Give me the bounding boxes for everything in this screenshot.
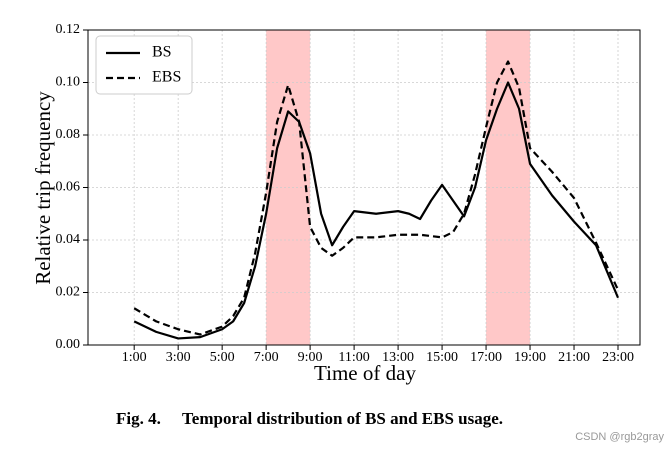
- y-axis-label: Relative trip frequency: [31, 91, 55, 285]
- caption: Temporal distribution of BS and EBS usag…: [182, 409, 503, 428]
- watermark: CSDN @rgb2gray: [575, 431, 664, 443]
- x-tick-label: 9:00: [298, 350, 323, 365]
- x-tick-label: 3:00: [166, 350, 191, 365]
- x-tick-label: 15:00: [426, 350, 458, 365]
- y-tick-label: 0.10: [56, 75, 81, 90]
- x-tick-label: 13:00: [382, 350, 414, 365]
- x-axis-label: Time of day: [314, 361, 416, 385]
- legend-label: BS: [152, 44, 172, 61]
- y-tick-label: 0.08: [56, 127, 81, 142]
- y-tick-label: 0.02: [56, 285, 81, 300]
- plot-frame: [87, 29, 641, 346]
- legend-label: EBS: [152, 69, 181, 86]
- legend: BS EBS: [95, 35, 193, 95]
- y-tick-label: 0.04: [56, 232, 81, 247]
- x-tick-label: 11:00: [338, 350, 369, 365]
- x-tick-label: 23:00: [602, 350, 634, 365]
- legend-box: [95, 35, 193, 95]
- x-tick-label: 7:00: [254, 350, 279, 365]
- x-tick-label: 21:00: [558, 350, 590, 365]
- x-tick-label: 1:00: [122, 350, 147, 365]
- x-tick-label: 17:00: [470, 350, 502, 365]
- y-tick-label: 0.12: [56, 22, 81, 37]
- y-tick-label: 0.06: [56, 180, 81, 195]
- caption-prefix: Fig. 4.: [116, 409, 161, 428]
- series-line: [133, 81, 620, 340]
- y-tick-label: 0.00: [56, 337, 81, 352]
- x-tick-label: 19:00: [514, 350, 546, 365]
- x-tick-label: 5:00: [210, 350, 235, 365]
- series-line: [133, 60, 620, 336]
